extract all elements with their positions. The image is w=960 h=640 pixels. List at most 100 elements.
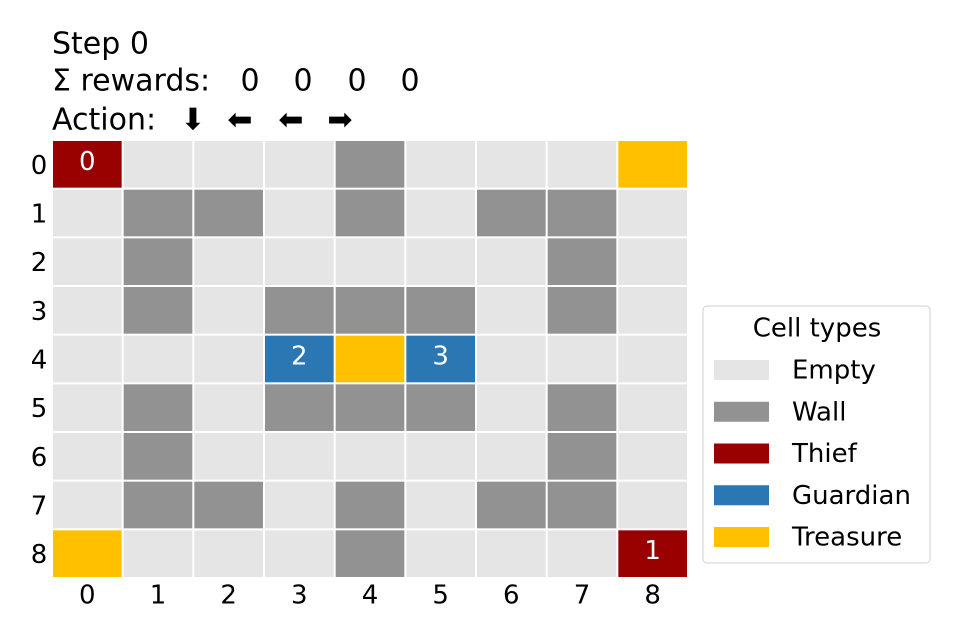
- grid-cell: [547, 238, 617, 285]
- grid-cell: [123, 238, 193, 285]
- grid-cell: [618, 335, 687, 383]
- grid-cell: [53, 384, 122, 431]
- action-arrow: ➡: [327, 103, 352, 138]
- grid-cell: [477, 287, 546, 334]
- step-label: Step 0: [52, 27, 149, 62]
- grid-cell: [123, 335, 193, 383]
- action-arrow: ⬇: [180, 103, 205, 138]
- legend-label: Guardian: [792, 481, 911, 511]
- col-label: 5: [432, 581, 449, 611]
- grid-cell: [123, 141, 193, 188]
- grid-cell: [123, 530, 193, 577]
- grid-cell: [265, 335, 334, 383]
- agent-label: 3: [432, 342, 449, 372]
- grid-cell: [477, 189, 546, 237]
- row-label: 7: [31, 492, 48, 522]
- grid-cell: [406, 287, 475, 334]
- row-label: 1: [31, 200, 48, 230]
- grid-cell: [265, 481, 334, 529]
- rewards-label: Σ rewards:: [52, 64, 210, 99]
- grid-cell: [265, 433, 334, 480]
- legend-swatch: [714, 401, 769, 422]
- reward-value: 0: [347, 64, 366, 99]
- grid-cell: [265, 238, 334, 285]
- action-arrow: ⬅: [278, 103, 303, 138]
- grid-cell: [618, 530, 687, 577]
- grid-cell: [618, 189, 687, 237]
- grid-cell: [618, 433, 687, 480]
- grid-cell: [406, 530, 475, 577]
- grid-cell: [335, 335, 405, 383]
- grid-cell: [194, 335, 263, 383]
- action-arrow: ⬅: [227, 103, 252, 138]
- grid-cell: [335, 481, 405, 529]
- grid-cell: [477, 238, 546, 285]
- grid-cell: [618, 141, 687, 188]
- grid-cell: [123, 433, 193, 480]
- grid-cell: [547, 335, 617, 383]
- row-label: 4: [31, 346, 48, 376]
- reward-value: 0: [400, 64, 419, 99]
- legend-title: Cell types: [753, 314, 882, 344]
- grid-cell: [123, 189, 193, 237]
- grid-cell: [406, 335, 475, 383]
- grid-cell: [547, 189, 617, 237]
- grid-cell: [477, 433, 546, 480]
- grid-cell: [123, 287, 193, 334]
- grid-cell: [477, 141, 546, 188]
- legend-swatch: [714, 527, 769, 547]
- legend-label: Thief: [791, 439, 858, 469]
- grid-cell: [335, 189, 405, 237]
- grid-cell: [547, 141, 617, 188]
- grid-cell: [123, 481, 193, 529]
- grid-cell: [547, 481, 617, 529]
- grid-cell: [618, 238, 687, 285]
- grid-cell: [194, 189, 263, 237]
- grid-cell: [53, 335, 122, 383]
- grid-cell: [406, 238, 475, 285]
- row-label: 6: [31, 443, 48, 473]
- grid-cell: [547, 530, 617, 577]
- legend-swatch: [714, 485, 769, 506]
- grid-cell: [477, 384, 546, 431]
- grid-cell: [194, 433, 263, 480]
- action-label: Action:: [52, 103, 156, 138]
- grid-cell: [123, 384, 193, 431]
- grid-cell: [265, 141, 334, 188]
- grid-cell: [406, 384, 475, 431]
- grid-cell: [547, 384, 617, 431]
- grid-cell: [335, 141, 405, 188]
- agent-label: 1: [644, 536, 661, 566]
- grid-cell: [194, 287, 263, 334]
- row-label: 3: [31, 297, 48, 327]
- grid-cell: [547, 433, 617, 480]
- grid-cell: [406, 481, 475, 529]
- grid-cell: [547, 287, 617, 334]
- row-label: 2: [31, 248, 48, 278]
- grid-cell: [618, 481, 687, 529]
- agent-label: 0: [79, 147, 96, 177]
- grid-cell: [477, 335, 546, 383]
- legend-label: Empty: [792, 356, 876, 386]
- grid-cell: [194, 238, 263, 285]
- row-label: 0: [31, 151, 48, 181]
- reward-value: 0: [240, 64, 259, 99]
- grid-cell: [265, 287, 334, 334]
- row-label: 8: [31, 540, 48, 570]
- grid-cell: [194, 384, 263, 431]
- grid-cell: [335, 238, 405, 285]
- grid-cell: [618, 384, 687, 431]
- grid-cell: [194, 481, 263, 529]
- grid-cell: [194, 141, 263, 188]
- legend-swatch: [714, 360, 769, 380]
- col-label: 4: [362, 581, 379, 611]
- grid-cell: [53, 530, 122, 577]
- legend-swatch: [714, 443, 769, 464]
- col-label: 2: [220, 581, 237, 611]
- grid-cell: [406, 433, 475, 480]
- grid-cell: [53, 238, 122, 285]
- grid-cell: [335, 530, 405, 577]
- grid-cell: [618, 287, 687, 334]
- grid-cell: [265, 384, 334, 431]
